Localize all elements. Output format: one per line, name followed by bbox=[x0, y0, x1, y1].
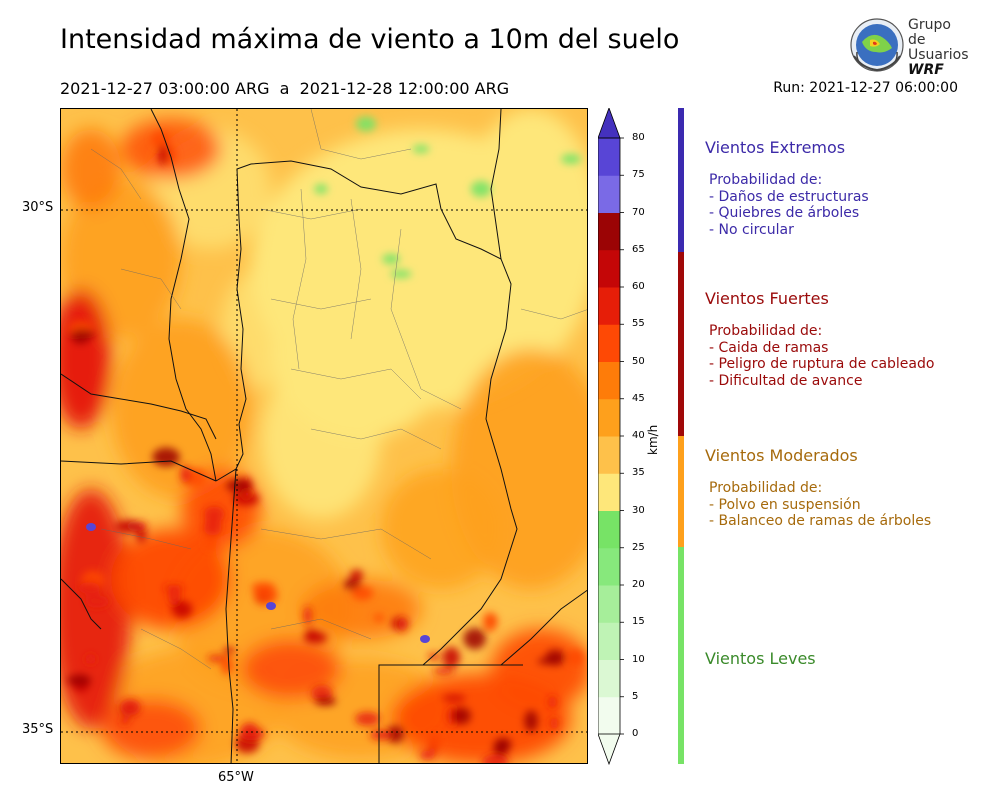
desc-line: - Balanceo de ramas de árboles bbox=[709, 513, 932, 529]
border-line bbox=[150, 109, 217, 482]
colorbar-tick-label: 55 bbox=[632, 318, 645, 330]
desc-line: - Polvo en suspensión bbox=[709, 496, 861, 513]
province-border bbox=[215, 160, 518, 666]
category-title-moderate: Vientos Moderados bbox=[705, 446, 858, 465]
model-run-time: Run: 2021-12-27 06:00:00 bbox=[773, 80, 958, 96]
desc-line: - Caida de ramas bbox=[709, 339, 829, 356]
colorbar-segment bbox=[598, 287, 620, 325]
colorbar-segment bbox=[598, 175, 620, 213]
desc-line: Probabilidad de: bbox=[709, 480, 823, 496]
colorbar-tick-label: 15 bbox=[632, 616, 645, 628]
province-border-6 bbox=[490, 109, 502, 260]
forecast-period: 2021-12-27 03:00:00 ARG a 2021-12-28 12:… bbox=[60, 79, 510, 98]
colorbar-segment bbox=[598, 138, 620, 176]
colorbar-segment bbox=[598, 436, 620, 474]
desc-line: - Peligro de ruptura de cableado bbox=[709, 356, 935, 372]
category-title-extreme: Vientos Extremos bbox=[705, 138, 846, 157]
category-desc-strong: Probabilidad de: - Caida de ramas - Peli… bbox=[709, 323, 934, 389]
colorbar-tick-label: 30 bbox=[632, 504, 645, 516]
colorbar-segment bbox=[598, 547, 620, 586]
colorbar-segment bbox=[598, 212, 620, 251]
colorbar-tick-label: 45 bbox=[632, 392, 645, 404]
colorbar-tick-label: 80 bbox=[632, 132, 645, 143]
desc-line: - Dificultad de avance bbox=[709, 372, 863, 389]
desc-line: - Quiebres de árboles bbox=[709, 205, 860, 221]
colorbar-tick-label: 75 bbox=[632, 169, 645, 181]
colorbar-tick-label: 20 bbox=[632, 579, 645, 590]
colorbar-tick-label: 25 bbox=[632, 541, 645, 553]
lat-label-30s: 30°S bbox=[22, 200, 54, 215]
colorbar-tick-label: 70 bbox=[632, 206, 645, 218]
logo-line-3: WRF bbox=[908, 62, 944, 78]
lon-label-65w: 65°W bbox=[218, 770, 254, 785]
logo-line-1: Grupo de bbox=[908, 17, 951, 48]
category-bar-extreme bbox=[678, 108, 684, 252]
colorbar-tick-label: 5 bbox=[632, 690, 639, 702]
globe-logo-icon bbox=[850, 18, 904, 72]
province-border-4 bbox=[225, 468, 237, 763]
colorbar-tick-label: 35 bbox=[632, 467, 645, 479]
colorbar-segment bbox=[598, 622, 620, 660]
colorbar-tick-label: 65 bbox=[632, 243, 645, 255]
category-bar-strong bbox=[678, 252, 684, 436]
wind-intensity-field bbox=[61, 109, 587, 763]
colorbar-tick-label: 0 bbox=[632, 728, 639, 739]
province-border-3 bbox=[61, 460, 217, 482]
province-border-2 bbox=[61, 373, 217, 440]
colorbar-unit-label: km/h bbox=[646, 424, 660, 455]
colorbar-segment bbox=[598, 473, 620, 511]
desc-line: - No circular bbox=[709, 221, 794, 238]
category-title-light: Vientos Leves bbox=[705, 649, 816, 668]
colorbar-segment bbox=[598, 398, 620, 437]
province-border-5 bbox=[378, 664, 523, 763]
category-bar-light bbox=[678, 547, 684, 764]
colorbar-segment bbox=[598, 361, 620, 400]
wind-map bbox=[60, 108, 588, 764]
lat-label-35s: 35°S bbox=[22, 722, 54, 737]
colorbar-segment bbox=[598, 324, 620, 362]
desc-line: - Daños de estructuras bbox=[709, 188, 869, 205]
colorbar-segment bbox=[598, 249, 620, 288]
logo-line-2: Usuarios bbox=[908, 47, 969, 63]
grupo-wrf-logo: Grupo de Usuarios WRF bbox=[848, 16, 969, 78]
category-bar-moderate bbox=[678, 436, 684, 547]
colorbar-segment bbox=[598, 585, 620, 623]
category-desc-extreme: Probabilidad de: - Daños de estructuras … bbox=[709, 172, 869, 238]
colorbar bbox=[598, 108, 624, 766]
colorbar-tick-label: 40 bbox=[632, 430, 645, 441]
colorbar-segment bbox=[598, 659, 620, 698]
province-border-7 bbox=[500, 589, 587, 666]
colorbar-extend-low bbox=[598, 733, 621, 766]
colorbar-segment bbox=[598, 696, 620, 735]
category-desc-moderate: Probabilidad de: - Polvo en suspensión -… bbox=[709, 480, 931, 530]
colorbar-tick-label: 10 bbox=[632, 653, 645, 665]
desc-line: Probabilidad de: bbox=[709, 323, 823, 339]
category-title-strong: Vientos Fuertes bbox=[705, 289, 829, 308]
desc-line: Probabilidad de: bbox=[709, 172, 823, 188]
colorbar-extend-high bbox=[598, 108, 621, 139]
colorbar-tick-label: 60 bbox=[632, 281, 645, 292]
border-line-2 bbox=[61, 578, 102, 630]
colorbar-segment bbox=[598, 510, 620, 549]
map-title: Intensidad máxima de viento a 10m del su… bbox=[60, 24, 680, 55]
colorbar-tick-label: 50 bbox=[632, 355, 645, 367]
